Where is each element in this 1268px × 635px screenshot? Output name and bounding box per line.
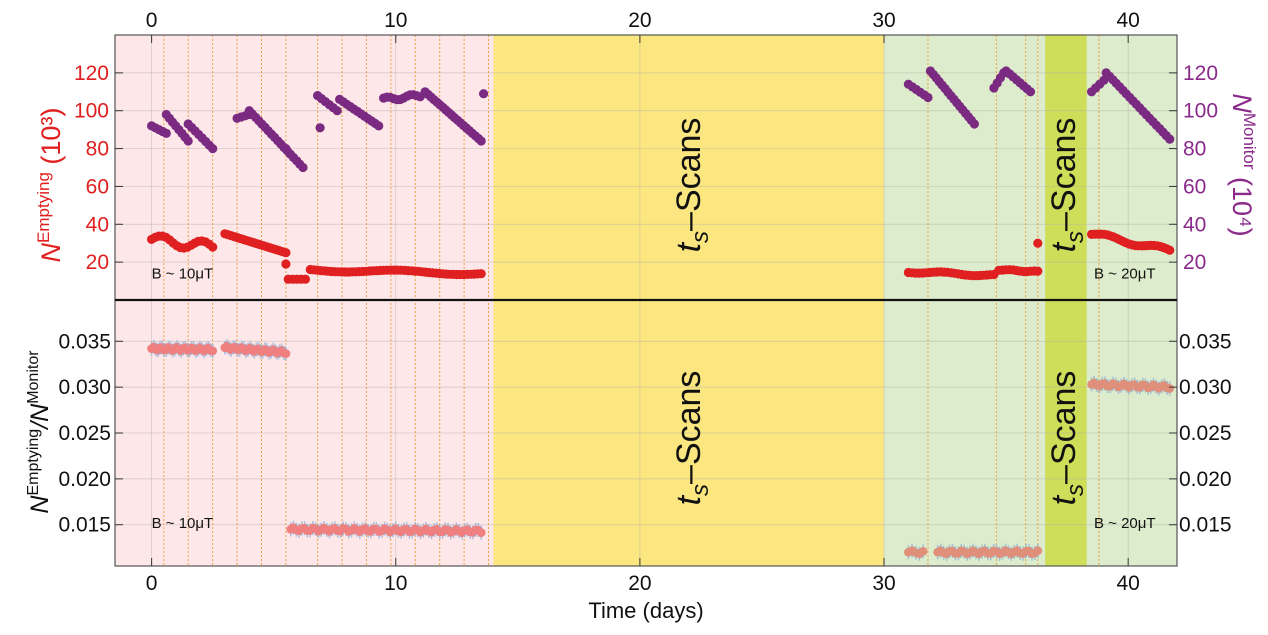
data-point-top — [476, 136, 486, 146]
scan-label-yellow-top: ts–Scans — [670, 118, 714, 253]
data-point-top — [208, 144, 218, 154]
data-point-top — [1025, 87, 1036, 97]
scan-label-lime-top: ts–Scans — [1045, 118, 1089, 253]
data-point-top — [923, 92, 933, 103]
data-point-top — [315, 123, 325, 133]
data-point-top — [281, 144, 291, 154]
axes: 0 10 20 30 40 0 10 20 30 40 20 40 60 80 100 120 20 40 60 80… — [58, 9, 1231, 595]
y-left-tick-label: 100 — [74, 100, 109, 123]
top-tick-label: 20 — [628, 9, 651, 32]
ratio-y-tick-label-right: 0.030 — [1179, 376, 1232, 399]
ratio-y-tick-label: 0.030 — [58, 376, 111, 399]
x-tick-label: 0 — [146, 572, 158, 595]
x-tick-label: 20 — [628, 572, 651, 595]
data-point-top — [969, 119, 980, 129]
field-annotation-20ut-top: B ~ 20μT — [1094, 266, 1156, 283]
x-axis-label: Time (days) — [588, 598, 703, 623]
data-points — [147, 66, 1175, 561]
data-point-top — [332, 106, 342, 116]
data-point-top — [281, 248, 291, 258]
top-tick-label: 40 — [1116, 9, 1139, 32]
y-left-tick-label: 20 — [86, 251, 109, 274]
ratio-y-label: NEmptying/NMonitor — [25, 350, 54, 514]
data-point-top — [298, 162, 308, 173]
data-point-top — [208, 242, 218, 252]
data-point-top — [183, 136, 193, 146]
data-point-top — [479, 89, 489, 99]
y-right-tick-label: 40 — [1183, 213, 1206, 236]
ratio-y-tick-label-right: 0.020 — [1179, 468, 1232, 491]
y-right-tick-label: 100 — [1183, 100, 1218, 123]
data-point-top — [374, 121, 384, 131]
data-point-bottom — [918, 547, 928, 556]
data-point-top — [1165, 134, 1175, 144]
ratio-y-tick-label: 0.025 — [58, 422, 111, 445]
y-right-tick-label: 60 — [1183, 175, 1206, 198]
data-point-top — [1033, 266, 1043, 276]
top-tick-label: 10 — [384, 9, 407, 32]
data-point-top — [1033, 238, 1043, 248]
data-point-bottom — [281, 349, 291, 358]
scan-label-lime-bottom: ts–Scans — [1045, 371, 1089, 506]
y-right-tick-label: 80 — [1183, 138, 1206, 161]
data-point-bottom — [476, 528, 486, 537]
ratio-y-tick-label-right: 0.015 — [1179, 514, 1232, 537]
field-annotation-10ut-bottom: B ~ 10μT — [152, 515, 214, 532]
data-point-top — [476, 269, 486, 279]
x-tick-label: 30 — [872, 572, 895, 595]
ratio-y-tick-label: 0.035 — [58, 330, 111, 353]
data-point-bottom — [1033, 546, 1043, 556]
field-annotation-20ut-bottom: B ~ 20μT — [1094, 515, 1156, 532]
y-right-tick-label: 120 — [1183, 62, 1218, 85]
data-point-bottom — [208, 346, 218, 356]
ratio-y-tick-label-right: 0.025 — [1179, 422, 1232, 445]
y-left-tick-label: 60 — [86, 175, 109, 198]
x-tick-label: 40 — [1116, 572, 1139, 595]
y-left-label: NEmptying (10³) — [34, 108, 66, 263]
top-tick-label: 30 — [872, 9, 895, 32]
data-point-top — [281, 259, 291, 269]
data-point-top — [1165, 245, 1175, 255]
scan-label-yellow-bottom: ts–Scans — [670, 371, 714, 506]
data-point-top — [300, 274, 310, 284]
top-tick-label: 0 — [146, 9, 158, 32]
ratio-y-tick-label: 0.020 — [58, 468, 111, 491]
y-right-tick-label: 20 — [1183, 251, 1206, 274]
y-right-label: NMonitor (10⁴) — [1227, 93, 1259, 236]
ratio-y-tick-label: 0.015 — [58, 514, 111, 537]
y-left-tick-label: 120 — [74, 62, 109, 85]
y-left-tick-label: 80 — [86, 138, 109, 161]
data-point-top — [161, 128, 171, 138]
y-left-tick-label: 40 — [86, 213, 109, 236]
ratio-y-tick-label-right: 0.035 — [1179, 330, 1232, 353]
x-tick-label: 10 — [384, 572, 407, 595]
data-point-bottom — [1165, 384, 1175, 393]
field-annotation-10ut-top: B ~ 10μT — [152, 266, 214, 283]
